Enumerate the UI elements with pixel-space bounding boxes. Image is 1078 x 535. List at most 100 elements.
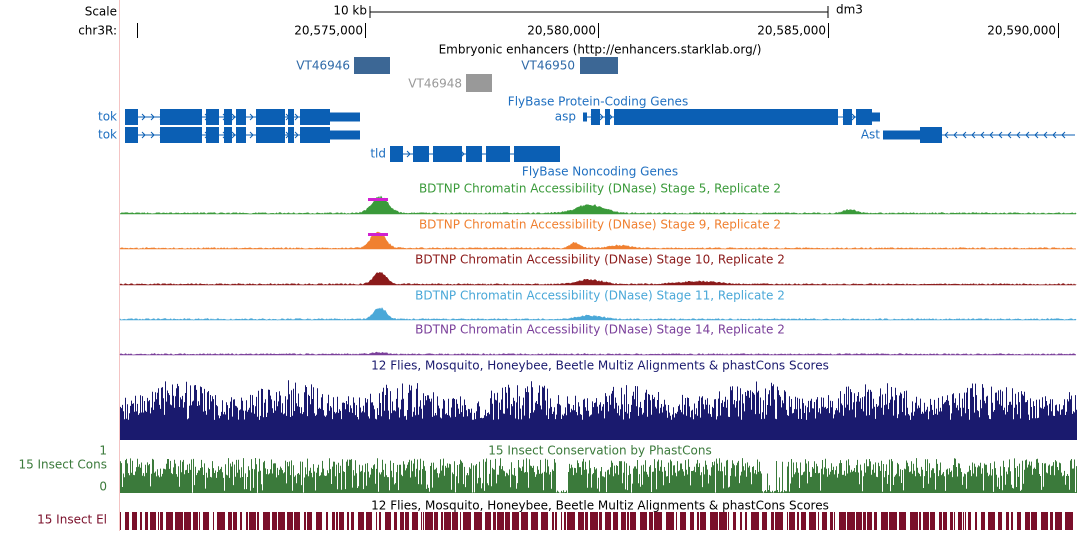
conserved-element: [856, 512, 862, 530]
conserved-element: [555, 512, 557, 530]
strand-arrow: [249, 131, 254, 139]
strand-arrow: [231, 131, 236, 139]
conserved-element: [599, 512, 602, 530]
strand-arrow: [141, 113, 146, 121]
enhancer: [354, 57, 390, 74]
ruler-position: 20,590,000: [987, 24, 1056, 38]
conserved-element: [740, 512, 742, 530]
conserved-element: [930, 512, 935, 530]
axis-label: 1: [99, 444, 107, 458]
strand-arrow: [150, 131, 155, 139]
track-title: BDTNP Chromatin Accessibility (DNase) St…: [415, 323, 785, 337]
strand-arrow: [249, 113, 254, 121]
conserved-element: [627, 512, 629, 530]
conserved-element: [240, 512, 242, 530]
conserved-element: [1065, 512, 1073, 530]
conserved-element: [460, 512, 461, 530]
conserved-element: [326, 512, 328, 530]
track-title: 15 Insect Conservation by PhastCons: [488, 444, 711, 458]
conserved-element: [140, 512, 142, 530]
exon: [433, 146, 462, 162]
axis-label: 0: [99, 480, 107, 494]
exon: [236, 109, 246, 125]
exon: [583, 112, 587, 122]
conserved-element: [332, 512, 335, 530]
exon: [288, 127, 294, 143]
conserved-element: [228, 512, 232, 530]
track-title: BDTNP Chromatin Accessibility (DNase) St…: [419, 218, 781, 232]
conserved-element: [1031, 512, 1037, 530]
conserved-element: [998, 512, 1002, 530]
conserved-element: [1006, 512, 1009, 530]
conserved-element: [787, 512, 788, 530]
conserved-element: [733, 512, 736, 530]
conserved-element: [578, 512, 584, 530]
track-title: BDTNP Chromatin Accessibility (DNase) St…: [415, 289, 785, 303]
conserved-element: [561, 512, 562, 530]
conserved-element: [590, 512, 598, 530]
strand-arrow: [406, 150, 411, 158]
conserved-element: [120, 512, 121, 530]
conserved-element: [564, 512, 566, 530]
conserved-element: [166, 512, 173, 530]
conserved-element: [874, 512, 877, 530]
exon: [330, 130, 360, 140]
strand-arrow: [953, 131, 958, 139]
exon: [486, 146, 510, 162]
track-title: BDTNP Chromatin Accessibility (DNase) St…: [419, 182, 781, 196]
conserved-element: [1041, 512, 1048, 530]
conserved-element: [423, 512, 424, 530]
conserved-element: [351, 512, 354, 530]
conserved-element: [1025, 512, 1030, 530]
side-label: 15 Insect El: [37, 513, 107, 527]
conserved-element: [958, 512, 962, 530]
conserved-element: [666, 512, 674, 530]
conservation-signal: [120, 380, 1077, 440]
conserved-element: [497, 512, 504, 530]
conserved-element: [249, 512, 256, 530]
exon: [920, 127, 942, 143]
conserved-element: [421, 512, 422, 530]
strand-arrow: [150, 113, 155, 121]
strand-arrow: [294, 131, 299, 139]
conserved-element: [1055, 512, 1062, 530]
gene-label: asp: [555, 110, 576, 124]
conserved-element: [304, 512, 306, 530]
track-title: Embryonic enhancers (http://enhancers.st…: [439, 43, 762, 57]
conserved-element: [654, 512, 662, 530]
exon: [206, 109, 219, 125]
conserved-element: [132, 512, 137, 530]
exon: [856, 109, 872, 125]
exon: [883, 130, 920, 140]
conserved-element: [441, 512, 443, 530]
conserved-element: [1050, 512, 1053, 530]
track-title: FlyBase Noncoding Genes: [522, 165, 678, 179]
conserved-element: [919, 512, 921, 530]
chrom-label: chr3R:: [78, 24, 117, 38]
conserved-element: [939, 512, 942, 530]
conserved-element: [834, 512, 835, 530]
exon: [605, 109, 610, 125]
exon: [591, 109, 600, 125]
conserved-element: [863, 512, 866, 530]
conserved-element: [452, 512, 458, 530]
gene-label: tok: [98, 110, 117, 124]
conserved-element: [950, 512, 953, 530]
strand-arrow: [962, 131, 967, 139]
conserved-element: [710, 512, 718, 530]
conserved-element: [233, 512, 237, 530]
conserved-element: [376, 512, 377, 530]
conserved-element: [954, 512, 955, 530]
signal: [119, 195, 1077, 215]
phastcons-signal: [120, 458, 1077, 493]
strand-arrow: [294, 113, 299, 121]
conserved-element: [463, 512, 471, 530]
conserved-element: [700, 512, 706, 530]
conserved-element: [339, 512, 344, 530]
conserved-element: [630, 512, 636, 530]
conserved-element: [531, 512, 538, 530]
conserved-element: [613, 512, 618, 530]
exon: [224, 127, 232, 143]
feature-label: VT46950: [521, 59, 575, 73]
